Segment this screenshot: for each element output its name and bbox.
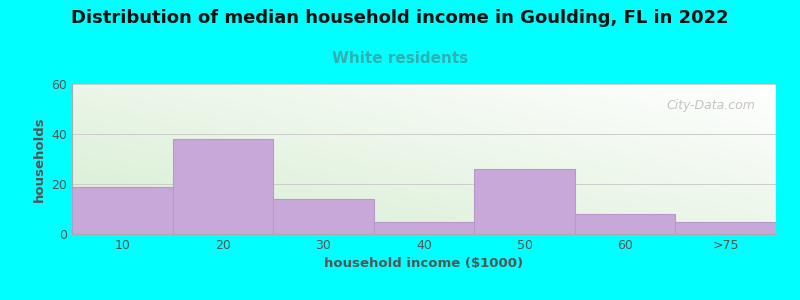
Bar bbox=[374, 221, 474, 234]
X-axis label: household income ($1000): household income ($1000) bbox=[325, 257, 523, 270]
Bar bbox=[273, 199, 374, 234]
Text: Distribution of median household income in Goulding, FL in 2022: Distribution of median household income … bbox=[71, 9, 729, 27]
Y-axis label: households: households bbox=[33, 116, 46, 202]
Bar bbox=[474, 169, 575, 234]
Text: City-Data.com: City-Data.com bbox=[666, 99, 755, 112]
Text: White residents: White residents bbox=[332, 51, 468, 66]
Bar bbox=[575, 214, 675, 234]
Bar bbox=[173, 139, 273, 234]
Bar bbox=[675, 221, 776, 234]
Bar bbox=[72, 187, 173, 234]
